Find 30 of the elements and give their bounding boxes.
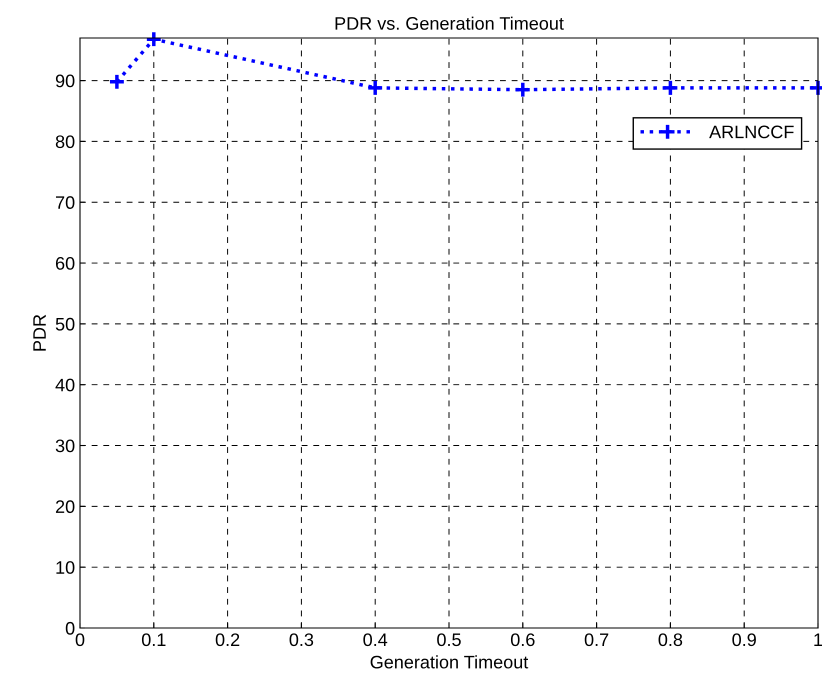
y-tick-label: 80 bbox=[56, 135, 74, 148]
y-tick-label: 10 bbox=[56, 561, 74, 574]
point bbox=[662, 79, 680, 97]
point bbox=[514, 81, 532, 98]
x-tick-label: 0 bbox=[76, 633, 84, 646]
x-tick-label: 0.5 bbox=[437, 633, 461, 646]
x-tick-label: 0.3 bbox=[290, 633, 314, 646]
x-tick-label: 0.6 bbox=[510, 633, 535, 646]
x-tick-label: 0.2 bbox=[216, 633, 240, 646]
y-tick-label: 30 bbox=[56, 439, 74, 452]
y-tick-label: 70 bbox=[56, 196, 74, 209]
legend-label: ARLNCCF bbox=[709, 126, 794, 138]
y-tick-label: 90 bbox=[56, 74, 74, 88]
y-tick-label: 40 bbox=[55, 378, 74, 392]
x-tick-label: 0.9 bbox=[732, 633, 756, 646]
point bbox=[366, 79, 384, 97]
chart-title: PDR vs. Generation Timeout bbox=[336, 16, 564, 30]
x-tick-label: 1 bbox=[814, 634, 822, 646]
x-tick-label: 0.1 bbox=[142, 633, 166, 646]
point bbox=[145, 30, 162, 48]
x-axis-title: Generation Timeout bbox=[370, 655, 528, 669]
y-tick-label: 20 bbox=[56, 500, 74, 514]
y-tick-label: 0 bbox=[66, 622, 74, 635]
x-tick-label: 0.4 bbox=[363, 633, 388, 646]
x-tick-label: 0.7 bbox=[584, 633, 608, 646]
point bbox=[108, 73, 126, 90]
y-tick-label: 50 bbox=[56, 318, 74, 331]
y-tick-label: 60 bbox=[56, 256, 74, 270]
x-tick-label: 0.8 bbox=[658, 633, 682, 646]
y-axis-title: PDR bbox=[33, 314, 46, 351]
